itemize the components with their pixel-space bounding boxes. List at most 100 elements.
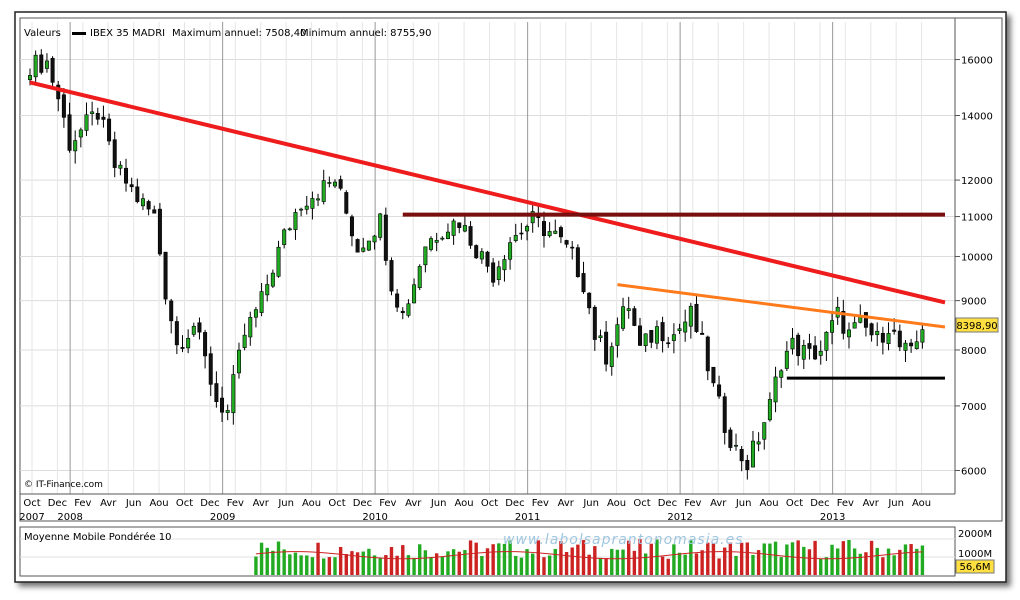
candle-38 <box>242 323 247 351</box>
candle-body-157 <box>914 341 919 349</box>
volume-bar-95 <box>564 551 569 575</box>
volume-bar-138 <box>807 549 812 575</box>
watermark: www.labolsaprantonomasia.es <box>503 532 744 548</box>
candle-30 <box>197 317 202 340</box>
candle-152 <box>886 322 891 351</box>
candle-body-105 <box>621 306 626 329</box>
volume-bar-142 <box>830 544 834 575</box>
candle-55 <box>338 175 343 191</box>
candle-body-20 <box>140 198 145 207</box>
candle-86 <box>513 223 518 243</box>
volume-bar-110 <box>649 543 653 575</box>
candle-52 <box>321 169 326 205</box>
volume-bar-104 <box>615 549 620 575</box>
candle-129 <box>756 432 761 452</box>
x-axis-year-labels: 2007 2008 2009 2010 2011 2012 2013 <box>19 512 845 523</box>
candle-32 <box>208 346 213 397</box>
candle-43 <box>270 269 275 288</box>
candle-1 <box>33 50 38 85</box>
candle-body-72 <box>434 239 439 243</box>
candle-145 <box>846 322 851 349</box>
candle-body-49 <box>304 205 309 210</box>
candle-body-33 <box>214 383 219 402</box>
candle-110 <box>649 329 654 349</box>
candle-127 <box>745 454 750 480</box>
candle-149 <box>869 322 874 342</box>
candle-body-60 <box>366 240 371 251</box>
y-tick-label-5: 11000 <box>961 213 993 224</box>
volume-bar-49 <box>305 555 309 575</box>
candle-18 <box>129 177 134 193</box>
volume-bar-92 <box>547 555 552 575</box>
candle-body-121 <box>711 366 716 384</box>
volume-bar-88 <box>525 549 529 575</box>
x-month-35: Aou <box>912 498 931 509</box>
volume-bar-113 <box>666 558 670 575</box>
candle-body-35 <box>225 410 230 413</box>
candle-body-2 <box>39 54 44 73</box>
candle-155 <box>903 339 908 363</box>
candle-116 <box>683 309 688 342</box>
candle-body-92 <box>547 231 552 237</box>
header-max: Maximum annuel: 7508,40 <box>172 28 306 39</box>
candle-85 <box>508 237 513 270</box>
volume-bar-158 <box>920 545 925 575</box>
candle-body-132 <box>773 376 778 403</box>
volume-bar-84 <box>502 543 507 575</box>
volume-bar-70 <box>423 550 428 575</box>
candle-40 <box>253 306 258 328</box>
volume-bar-121 <box>711 543 716 575</box>
candle-body-53 <box>327 182 332 184</box>
candle-body-68 <box>412 284 417 304</box>
candle-131 <box>767 392 772 422</box>
volume-bar-150 <box>875 547 879 575</box>
candle-15 <box>112 131 117 178</box>
candle-46 <box>287 227 292 231</box>
candle-93 <box>553 219 558 235</box>
candle-body-97 <box>575 247 580 278</box>
x-month-31: Dec <box>810 498 829 509</box>
candle-body-89 <box>530 211 535 224</box>
candle-27 <box>180 335 185 353</box>
candle-72 <box>434 232 439 252</box>
candle-body-58 <box>355 239 360 253</box>
candle-82 <box>491 258 496 287</box>
volume-bar-152 <box>886 548 891 575</box>
candle-56 <box>344 190 349 215</box>
candle-73 <box>440 236 445 241</box>
volume-bar-119 <box>700 550 704 575</box>
candle-body-48 <box>299 208 304 211</box>
candle-156 <box>909 338 914 353</box>
candle-body-8 <box>73 140 78 152</box>
candle-51 <box>316 193 321 207</box>
candle-87 <box>519 222 524 240</box>
trendline-2 <box>617 283 946 329</box>
volume-bar-153 <box>892 555 896 575</box>
volume-bar-58 <box>355 552 360 575</box>
volume-bar-44 <box>276 541 281 575</box>
volume-bar-54 <box>333 557 337 575</box>
candle-134 <box>784 341 789 371</box>
volume-bar-102 <box>604 558 608 575</box>
candle-4 <box>50 56 55 90</box>
y-tick-label-7: 14000 <box>961 111 993 122</box>
candle-body-42 <box>265 284 270 296</box>
volume-bar-103 <box>610 548 614 575</box>
y-tick-label-0: 6000 <box>961 467 986 478</box>
candle-body-120 <box>705 336 710 372</box>
volume-bar-141 <box>824 557 829 575</box>
candle-body-141 <box>824 331 829 351</box>
volume-bar-77 <box>463 550 467 575</box>
candle-33 <box>214 371 219 408</box>
candle-114 <box>671 323 676 354</box>
legend-swatch <box>72 32 86 35</box>
candle-29 <box>191 322 196 337</box>
candle-91 <box>541 211 546 248</box>
candle-body-28 <box>186 338 191 349</box>
volume-bar-148 <box>864 552 868 575</box>
trendline-0 <box>29 80 946 305</box>
candle-body-76 <box>457 222 462 228</box>
candle-92 <box>547 222 552 238</box>
candle-76 <box>457 222 462 234</box>
volume-bar-116 <box>683 554 687 575</box>
